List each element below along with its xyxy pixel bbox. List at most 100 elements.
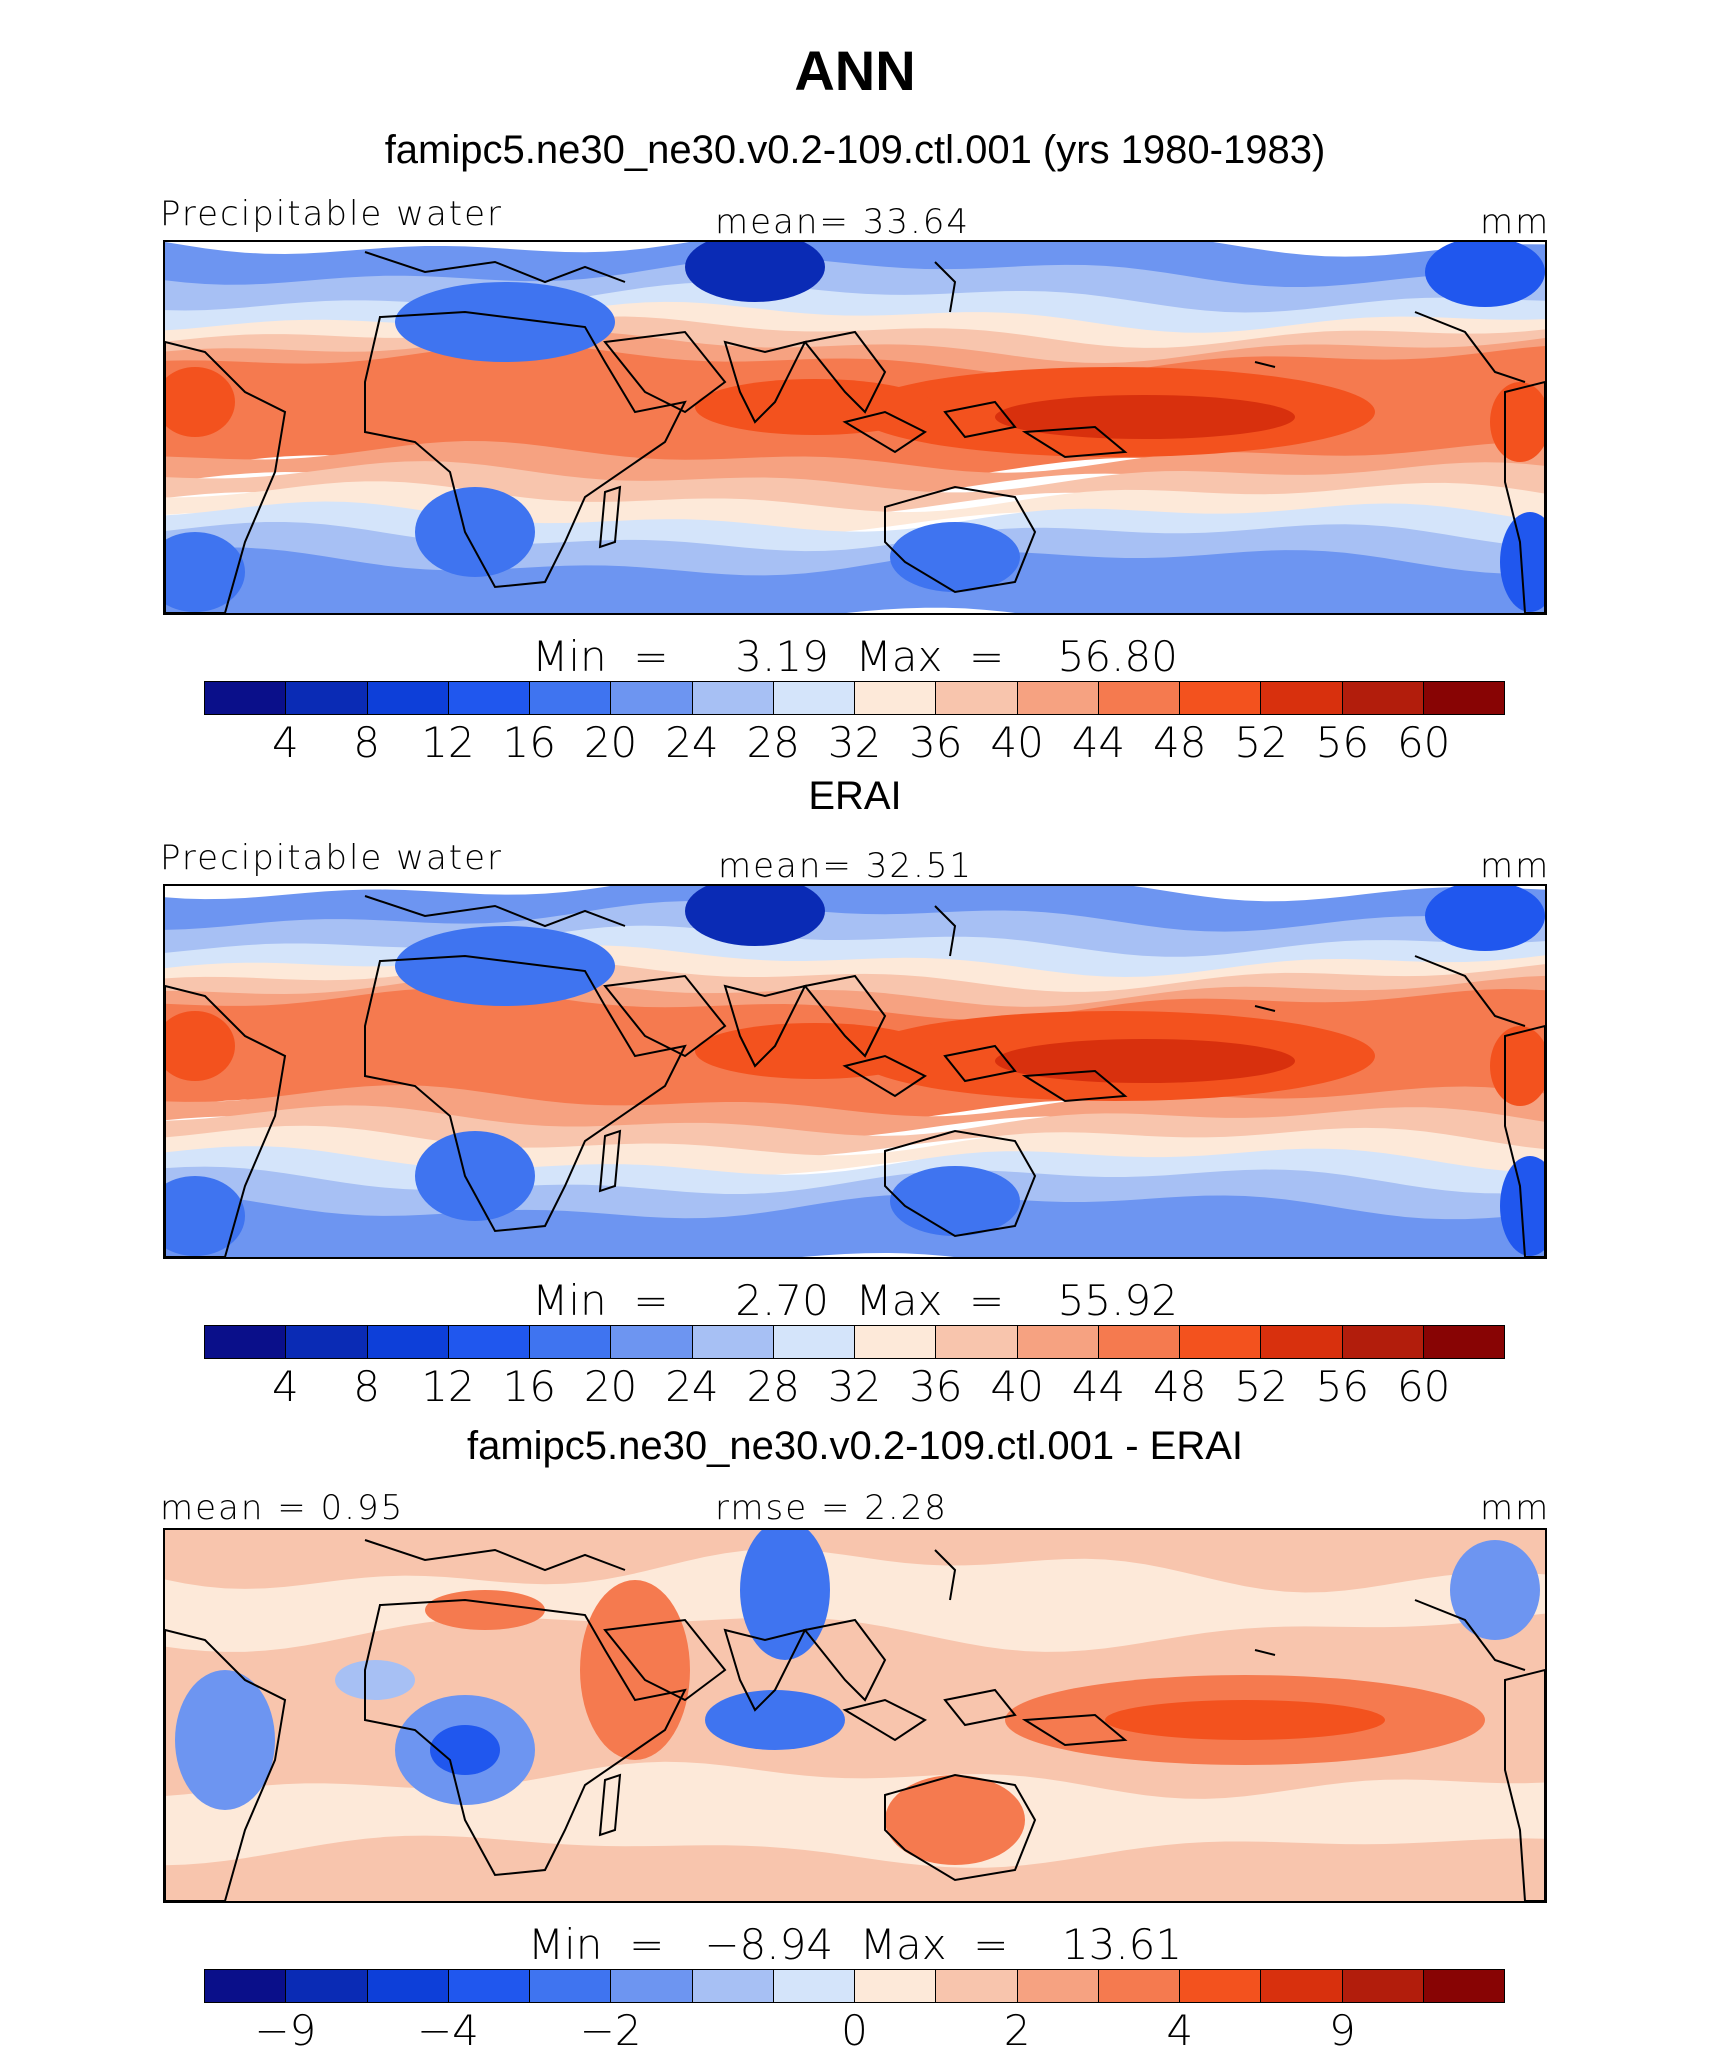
coastline [1021, 1713, 1128, 1747]
colorbar-swatch [936, 682, 1018, 714]
colorbar-swatch [855, 1970, 937, 2002]
positive-anomaly-core [1105, 1700, 1385, 1740]
panel-1-minmax: Min = 3.19 Max = 56.80 [532, 632, 1178, 681]
coastline [943, 400, 1017, 439]
field-contour-band [165, 1192, 1545, 1257]
low-value-region [685, 242, 825, 302]
colorbar-swatch [205, 682, 287, 714]
colorbar-swatch [1180, 1970, 1262, 2002]
figure-title: ANN [794, 39, 916, 102]
coastline [1021, 425, 1128, 459]
colorbar-swatch [530, 1970, 612, 2002]
high-value-region [165, 367, 235, 437]
colorbar-swatch [1017, 682, 1099, 714]
colorbar-tick-label: 60 [1396, 718, 1451, 767]
low-value-region [165, 1176, 245, 1256]
coastline [842, 1698, 927, 1742]
colorbar-tick-label: −2 [579, 2006, 642, 2055]
colorbar-swatch [1098, 682, 1180, 714]
coastline [842, 410, 927, 454]
colorbar-tick-label: 52 [1234, 1362, 1288, 1411]
colorbar-swatch [936, 1970, 1018, 2002]
coastline [1504, 1668, 1545, 1901]
colorbar-tick-label: 56 [1315, 718, 1370, 767]
colorbar-swatch [1342, 1326, 1424, 1358]
colorbar-swatch [286, 1970, 368, 2002]
colorbar-swatch [611, 1970, 693, 2002]
colorbar-swatch [205, 1326, 287, 1358]
coastline [598, 1129, 622, 1193]
coastline [364, 310, 687, 589]
coastline [884, 1773, 1037, 1882]
colorbar-tick-label: 52 [1234, 718, 1288, 767]
colorbar-swatch [286, 1326, 368, 1358]
colorbar-tick-label: 28 [746, 718, 800, 767]
low-value-region [685, 886, 825, 946]
colorbar-tick-label: 0 [841, 2006, 868, 2055]
colorbar-swatch [448, 1970, 530, 2002]
negative-anomaly [335, 1660, 415, 1700]
colorbar-swatch [936, 1326, 1018, 1358]
coastline [842, 1054, 927, 1098]
field-contour-band [165, 547, 1545, 613]
colorbar-swatch [1017, 1970, 1099, 2002]
coastline [364, 1539, 626, 1572]
coastline [1504, 1024, 1545, 1257]
colorbar-swatch [205, 1970, 287, 2002]
colorbar-swatch [773, 1970, 855, 2002]
colorbar-swatch [530, 1326, 612, 1358]
colorbar-tick-label: 32 [827, 1362, 882, 1411]
colorbar-tick-label: 48 [1153, 718, 1207, 767]
high-value-region [695, 1023, 935, 1079]
colorbar-tick-label: 60 [1396, 1362, 1451, 1411]
low-value-region [415, 1131, 535, 1221]
coastline [165, 1628, 287, 1901]
map-field [165, 1530, 1545, 1901]
map-field [165, 242, 1545, 613]
colorbar-tick-label: 28 [746, 1362, 800, 1411]
colorbar-tick-label: 4 [1166, 2006, 1194, 2055]
colorbar-tick-label: 20 [583, 718, 638, 767]
map-field [165, 886, 1545, 1257]
coastline [723, 1628, 807, 1712]
coastline [723, 340, 807, 424]
colorbar-tick-label: 12 [421, 1362, 475, 1411]
coastline [1021, 1069, 1128, 1103]
colorbar-tick-label: 40 [990, 718, 1044, 767]
high-value-region [695, 379, 935, 435]
coastline [1414, 311, 1526, 383]
coastline [598, 1773, 622, 1837]
coastline [943, 1044, 1017, 1083]
colorbar-tick-label: 24 [665, 1362, 719, 1411]
coastline [943, 1688, 1017, 1727]
panel-2-mean-label: mean= 32.51 [718, 846, 974, 886]
colorbar-tick-label: 20 [583, 1362, 638, 1411]
coastline [364, 251, 626, 284]
colorbar-tick-label: 2 [1003, 2006, 1031, 2055]
coastline [934, 261, 957, 313]
negative-anomaly [1450, 1540, 1540, 1640]
coastline [1254, 361, 1276, 368]
colorbar-swatch [1098, 1326, 1180, 1358]
coastline [1254, 1005, 1276, 1012]
coastline [884, 485, 1037, 594]
coastline [603, 1618, 727, 1702]
colorbar-swatch [286, 682, 368, 714]
colorbar-swatch [367, 1970, 449, 2002]
colorbar-tick-label: 44 [1071, 1362, 1126, 1411]
high-value-region [1490, 1026, 1545, 1106]
high-value-region [165, 1011, 235, 1081]
panel-3-colorbar [204, 1969, 1505, 2003]
positive-anomaly [885, 1775, 1025, 1865]
colorbar-tick-label: 48 [1153, 1362, 1207, 1411]
colorbar-swatch [773, 1326, 855, 1358]
panel-2-minmax: Min = 2.70 Max = 55.92 [532, 1276, 1178, 1325]
coastline [598, 485, 622, 549]
negative-anomaly [175, 1670, 275, 1810]
colorbar-tick-label: 36 [909, 718, 963, 767]
panel-1-map [163, 240, 1547, 615]
positive-anomaly [580, 1580, 690, 1760]
negative-anomaly-core [430, 1725, 500, 1775]
panel-3-title: famipc5.ne30_ne30.v0.2-109.ctl.001 - ERA… [466, 1424, 1244, 1468]
colorbar-swatch [1342, 682, 1424, 714]
